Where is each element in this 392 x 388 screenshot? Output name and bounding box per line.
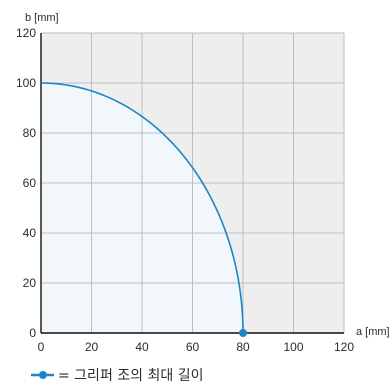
x-tick-label: 40 [135,340,149,354]
x-tick-label: 100 [283,340,303,354]
y-tick-label: 0 [29,326,36,340]
x-tick-label: 80 [236,340,250,354]
series-markers [239,329,247,337]
y-tick-label: 80 [23,126,37,140]
y-tick-labels: 0 20 40 60 80 100 120 [16,26,36,340]
x-tick-label: 120 [334,340,354,354]
x-tick-labels: 0 20 40 60 80 100 120 [38,340,355,354]
grid-lines [41,32,345,333]
x-axis-label: a [mm] [356,326,390,338]
y-tick-label: 120 [16,26,36,40]
legend: = 그리퍼 조의 최대 길이 [31,368,203,384]
legend-label: = 그리퍼 조의 최대 길이 [58,368,203,384]
y-tick-label: 20 [23,276,37,290]
y-tick-label: 40 [23,226,37,240]
x-tick-label: 0 [38,340,45,354]
x-tick-label: 60 [186,340,200,354]
y-axis-label: b [mm] [25,12,59,24]
y-tick-label: 60 [23,176,37,190]
series-marker [239,329,247,337]
y-tick-label: 100 [16,76,36,90]
series-line [40,82,244,334]
x-tick-label: 20 [85,340,99,354]
legend-marker [39,371,47,379]
